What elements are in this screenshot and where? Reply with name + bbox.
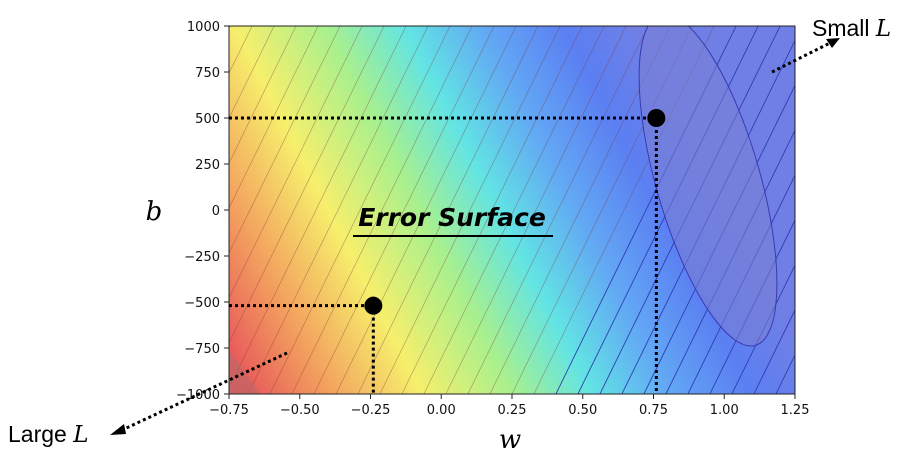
marked-points [364,109,666,315]
data-point [647,109,666,127]
contour-line [313,26,495,394]
min-region [229,26,778,394]
contour-line [229,26,407,389]
contour-line [269,26,451,394]
x-axis-label: w [499,425,521,455]
left-corner-shade [229,350,260,394]
x-tick-label: −0.75 [209,403,249,418]
y-axis-label: b [146,197,163,227]
contour-line [229,26,341,254]
x-tick-label: −0.50 [280,403,320,418]
contour-line [247,26,429,394]
small-l-label: Small L [812,15,891,42]
x-tick-label: 0.25 [498,403,527,418]
y-tick-label: −250 [184,250,220,265]
y-tick-label: 1000 [187,20,220,35]
error-surface-title: Error Surface [358,203,546,232]
x-tick-label: 0.50 [568,403,597,418]
y-tick-label: −500 [184,296,220,311]
x-tick-label: 0.75 [639,403,668,418]
x-tick-label: 0.00 [427,403,456,418]
contour-line [467,26,649,394]
contour-line [423,26,605,394]
large-l-label: Large L [8,421,89,448]
contour-line [753,309,795,394]
contour-line [229,26,297,164]
x-axis: −0.75 −0.50 −0.25 0.00 0.25 0.50 0.75 1.00 1.25 [209,394,809,418]
data-point [364,296,383,315]
contour-line [379,26,561,394]
plot-area [228,25,796,395]
contour-line [401,26,583,394]
small-l-arrowhead [826,38,840,48]
y-tick-label: −750 [184,342,220,357]
guide-lines [229,116,658,394]
min-ellipse [638,26,778,347]
y-tick-label: 500 [195,112,220,127]
large-l-arrowhead [110,424,126,435]
x-tick-label: 1.00 [710,403,739,418]
contour-line [229,26,385,344]
contour-line [445,26,627,394]
y-tick-label: 0 [212,204,220,219]
contour-line [229,26,275,119]
contour-line [229,26,363,299]
x-tick-label: 1.25 [781,403,810,418]
small-l-arrow [771,40,833,74]
contour-line [687,174,795,394]
contour-line [291,26,473,394]
x-tick-label: −0.25 [351,403,391,418]
contour-line [357,26,539,394]
large-l-arrow [119,351,288,433]
contour-line [229,26,319,209]
y-tick-label: 250 [195,158,220,173]
contour-line [335,26,517,394]
y-tick-label: 750 [195,66,220,81]
